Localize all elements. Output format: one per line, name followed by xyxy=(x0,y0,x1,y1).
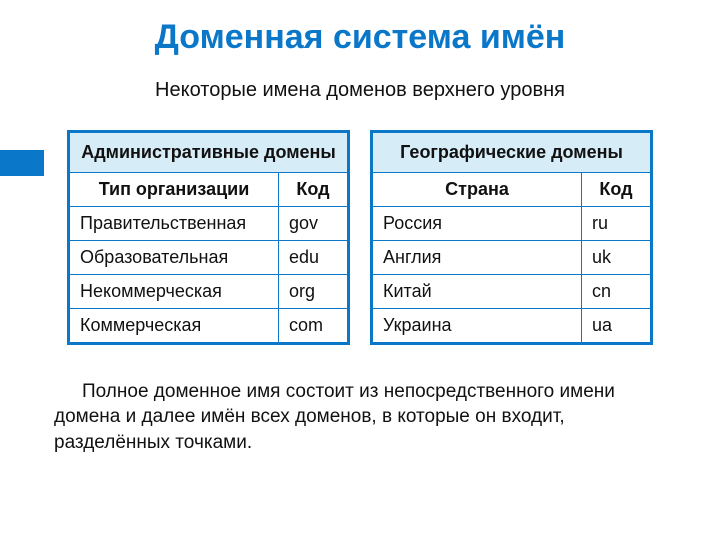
admin-table-title: Административные домены xyxy=(69,132,349,173)
table-row: Некоммерческая org xyxy=(69,274,349,308)
geo-table-title: Географические домены xyxy=(372,132,652,173)
geo-domains-table: Географические домены Страна Код Россия … xyxy=(370,130,653,345)
tables-container: Административные домены Тип организации … xyxy=(0,130,720,345)
geo-col1-header: Страна xyxy=(372,172,582,206)
country-cell: Россия xyxy=(372,206,582,240)
admin-domains-table: Административные домены Тип организации … xyxy=(67,130,350,345)
country-cell: Китай xyxy=(372,274,582,308)
code-cell: ua xyxy=(582,308,652,343)
subtitle: Некоторые имена доменов верхнего уровня xyxy=(0,79,720,102)
org-type-cell: Образовательная xyxy=(69,240,279,274)
code-cell: com xyxy=(279,308,349,343)
table-row: Украина ua xyxy=(372,308,652,343)
org-type-cell: Некоммерческая xyxy=(69,274,279,308)
table-row: Китай cn xyxy=(372,274,652,308)
table-row: Образовательная edu xyxy=(69,240,349,274)
org-type-cell: Коммерческая xyxy=(69,308,279,343)
table-row: Коммерческая com xyxy=(69,308,349,343)
table-row: Правительственная gov xyxy=(69,206,349,240)
admin-col2-header: Код xyxy=(279,172,349,206)
code-cell: uk xyxy=(582,240,652,274)
code-cell: edu xyxy=(279,240,349,274)
body-paragraph: Полное доменное имя состоит из непосредс… xyxy=(54,379,666,456)
code-cell: cn xyxy=(582,274,652,308)
admin-col1-header: Тип организации xyxy=(69,172,279,206)
table-row: Англия uk xyxy=(372,240,652,274)
code-cell: gov xyxy=(279,206,349,240)
country-cell: Украина xyxy=(372,308,582,343)
geo-col2-header: Код xyxy=(582,172,652,206)
org-type-cell: Правительственная xyxy=(69,206,279,240)
page-title: Доменная система имён xyxy=(0,0,720,57)
country-cell: Англия xyxy=(372,240,582,274)
side-accent-bar xyxy=(0,150,44,176)
code-cell: ru xyxy=(582,206,652,240)
code-cell: org xyxy=(279,274,349,308)
table-row: Россия ru xyxy=(372,206,652,240)
